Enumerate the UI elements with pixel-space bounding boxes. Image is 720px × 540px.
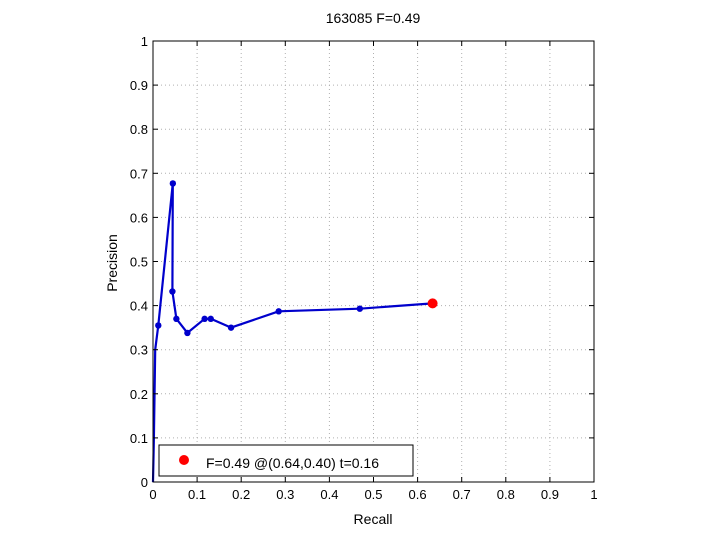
y-tick-label: 0.2 (130, 387, 148, 402)
y-tick-label: 0.6 (130, 210, 148, 225)
x-tick-label: 0.7 (453, 487, 471, 502)
x-tick-label: 0.6 (409, 487, 427, 502)
x-tick-label: 1 (590, 487, 597, 502)
y-tick-label: 0.5 (130, 255, 148, 270)
x-tick-label: 0.2 (232, 487, 250, 502)
legend-marker (179, 455, 189, 465)
y-axis-title: Precision (104, 234, 120, 292)
legend-box (158, 444, 414, 477)
legend: F=0.49 @(0.64,0.40) t=0.16 (158, 444, 414, 477)
x-tick-label: 0 (149, 487, 156, 502)
y-tick-label: 0 (141, 475, 148, 490)
y-tick-label: 0.3 (130, 343, 148, 358)
pr-curve-point (155, 322, 162, 329)
pr-curve-point (227, 324, 235, 331)
y-tick-label: 0.4 (130, 299, 148, 314)
y-tick-label: 1 (141, 34, 148, 49)
series-layer (151, 180, 438, 483)
pr-curve-point (173, 315, 180, 323)
pr-curve-point (275, 308, 282, 315)
legend-label: F=0.49 @(0.64,0.40) t=0.16 (206, 455, 379, 471)
y-tick-label: 0.7 (130, 166, 148, 181)
x-tick-label: 0.3 (276, 487, 294, 502)
chart-title: 163085 F=0.49 (326, 10, 421, 26)
y-tick-label: 0.8 (130, 122, 148, 137)
plot-frame (152, 40, 595, 483)
x-tick-label: 0.5 (364, 487, 382, 502)
pr-curve-point (356, 305, 364, 312)
grid (153, 41, 594, 482)
pr-curve-point (169, 288, 176, 295)
x-axis-title: Recall (354, 511, 393, 527)
ticks-layer: 0 0.1 0.2 0.3 0.4 0.5 0.6 0.7 0.8 0.9 1 0 0.1 0.2 0.3 0… (130, 34, 598, 502)
y-tick-label: 0.9 (130, 78, 148, 93)
pr-curve-point (184, 329, 191, 337)
x-tick-label: 0.8 (497, 487, 515, 502)
pr-curve-line (151, 182, 433, 483)
y-tick-label: 0.1 (130, 431, 148, 446)
x-tick-label: 0.4 (320, 487, 338, 502)
x-tick-label: 0.1 (188, 487, 206, 502)
pr-curve-point (207, 315, 214, 323)
x-tick-label: 0.9 (541, 487, 559, 502)
pr-curve-point (169, 180, 177, 187)
pr-curve-point (201, 315, 208, 323)
best-f-point (427, 298, 438, 309)
